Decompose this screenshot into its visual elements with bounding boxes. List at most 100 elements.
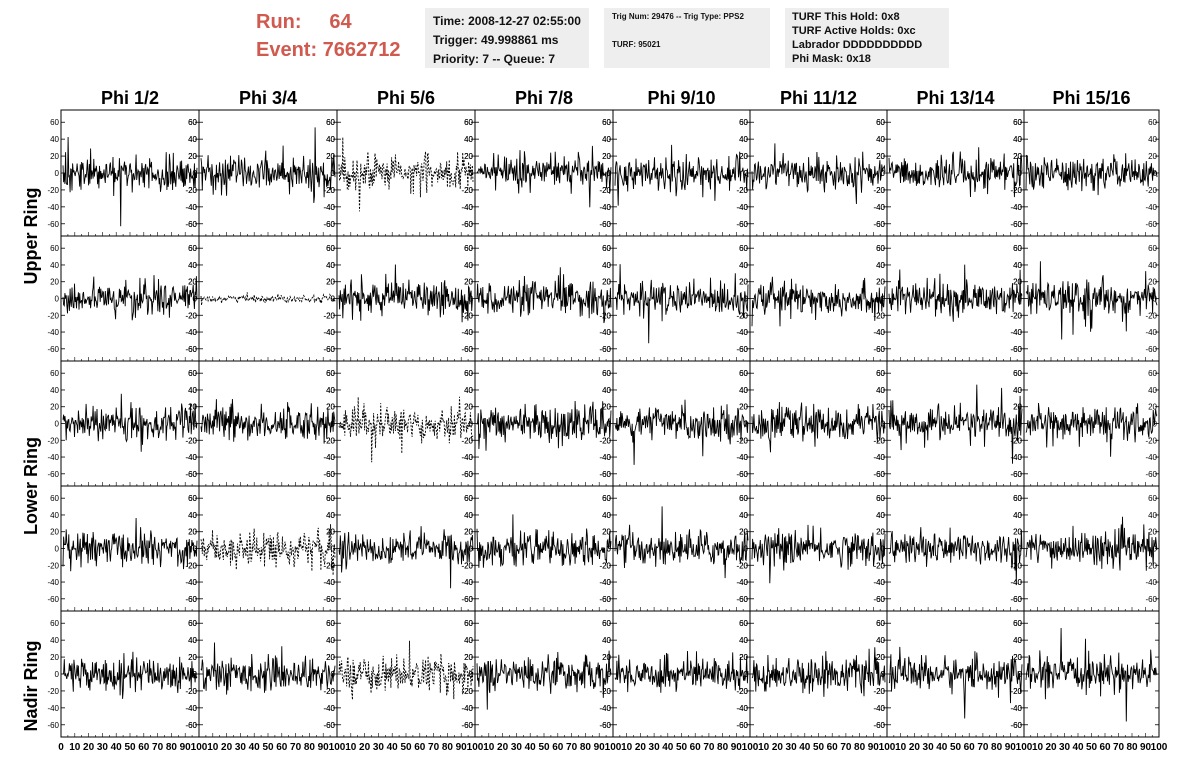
y-tick-label: -60 (1010, 220, 1022, 229)
waveform-trace (200, 127, 336, 203)
y-tick-label: 0 (607, 670, 612, 679)
y-tick-label: 60 (602, 494, 611, 503)
waveform-trace (614, 506, 749, 579)
y-tick-label: 60 (602, 118, 611, 127)
x-tick-label: 50 (950, 742, 962, 753)
y-tick-label: 20 (739, 278, 748, 287)
y-tick-label: -60 (323, 470, 335, 479)
y-tick-label: 40 (464, 135, 473, 144)
y-tick-label: 60 (1148, 118, 1157, 127)
priority-text: Priority: 7 -- Queue: 7 (433, 52, 556, 66)
x-tick-label: 40 (249, 742, 261, 753)
y-tick-label: 40 (50, 636, 59, 645)
y-tick-label: 0 (193, 545, 198, 554)
y-tick-label: -40 (323, 453, 335, 462)
x-tick-label: 10 (345, 742, 357, 753)
x-tick-label: 40 (111, 742, 123, 753)
waveform-trace (1025, 516, 1158, 571)
y-tick-label: 20 (739, 403, 748, 412)
waveform-panel: -60 -60 -40 -40 -20 -20 0 0 20 20 40 40 60 60 (185, 610, 338, 738)
y-tick-label: 60 (739, 619, 748, 628)
y-tick-label: -20 (1010, 561, 1022, 570)
waveform-panel: -60 -60 -40 -40 -20 -20 0 0 20 20 40 40 60 60 (461, 360, 614, 487)
x-tick-label: 20 (83, 742, 95, 753)
y-tick-label: -60 (461, 345, 473, 354)
y-tick-label: 60 (876, 369, 885, 378)
y-tick-label: -40 (736, 704, 748, 713)
y-tick-label: -60 (873, 595, 885, 604)
waveform-trace (476, 267, 612, 324)
y-tick-label: -40 (736, 578, 748, 587)
y-tick-label: 20 (464, 528, 473, 537)
y-tick-label: -40 (873, 578, 885, 587)
waveform-trace (476, 145, 612, 208)
x-tick-label: 40 (799, 742, 811, 753)
row-label: Nadir Ring (21, 640, 41, 731)
y-tick-label: -40 (323, 328, 335, 337)
y-tick-label: 40 (876, 511, 885, 520)
y-tick-label: -40 (185, 578, 197, 587)
x-tick-label: 100 (1151, 742, 1168, 753)
y-tick-label: 40 (464, 511, 473, 520)
y-tick-label: -60 (736, 470, 748, 479)
y-tick-label: 20 (1148, 403, 1157, 412)
x-tick-label: 90 (456, 742, 468, 753)
y-tick-label: -40 (185, 328, 197, 337)
y-tick-label: -60 (599, 220, 611, 229)
y-tick-label: -40 (736, 328, 748, 337)
y-tick-label: 0 (193, 545, 198, 554)
y-tick-label: -60 (323, 470, 335, 479)
y-tick-label: -60 (1145, 595, 1157, 604)
y-tick-label: -20 (873, 311, 885, 320)
y-tick-label: 0 (744, 295, 749, 304)
y-tick-label: -40 (736, 578, 748, 587)
waveform-trace (614, 399, 749, 465)
y-tick-label: 60 (1013, 369, 1022, 378)
x-tick-label: 30 (923, 742, 935, 753)
y-tick-label: -40 (185, 203, 197, 212)
waveform-panel: -60 -60 -40 -40 -20 -20 0 0 20 20 40 40 60 60 (873, 360, 1025, 487)
y-tick-label: -40 (47, 704, 59, 713)
panel-frame (198, 485, 338, 612)
x-tick-label: 10 (758, 742, 770, 753)
y-tick-label: 20 (739, 528, 748, 537)
y-tick-label: 60 (326, 619, 335, 628)
y-tick-label: 0 (881, 545, 886, 554)
y-tick-label: -60 (873, 721, 885, 730)
x-tick-label: 50 (400, 742, 412, 753)
y-tick-label: -20 (873, 561, 885, 570)
y-tick-label: 20 (464, 653, 473, 662)
waveform-panel: -60 -60 -40 -40 -20 -20 0 0 20 20 40 40 60 60 (599, 610, 751, 738)
y-tick-label: 60 (464, 494, 473, 503)
y-tick-label: 20 (876, 653, 885, 662)
run-event-header: Run: 64 Event: 7662712 (256, 8, 401, 64)
y-tick-label: -20 (736, 186, 748, 195)
y-tick-label: 40 (1013, 261, 1022, 270)
y-tick-label: 40 (326, 261, 335, 270)
waveform-trace (751, 524, 886, 584)
panel-frame (749, 360, 888, 487)
y-tick-label: -60 (185, 470, 197, 479)
waveform-panel: -60 -60 -40 -40 -20 -20 0 0 20 20 40 40 60 60 (599, 109, 751, 237)
y-tick-label: 40 (464, 636, 473, 645)
y-tick-label: -60 (736, 470, 748, 479)
y-tick-label: 40 (1013, 135, 1022, 144)
column-title: Phi 5/6 (377, 88, 435, 108)
y-tick-label: -20 (873, 687, 885, 696)
x-tick-label: 100 (742, 742, 759, 753)
y-tick-label: -60 (599, 595, 611, 604)
waveform-panel: -60 -60 -40 -40 -20 -20 0 0 20 20 40 40 60 60 (47, 235, 200, 362)
y-tick-label: 20 (188, 403, 197, 412)
x-tick-label: 50 (538, 742, 550, 753)
y-tick-label: 40 (188, 511, 197, 520)
y-tick-label: 60 (602, 619, 611, 628)
run-label: Run: 64 (256, 11, 352, 33)
y-tick-label: 20 (876, 278, 885, 287)
y-tick-label: -40 (1010, 328, 1022, 337)
y-tick-label: 40 (1148, 135, 1157, 144)
y-tick-label: 20 (464, 403, 473, 412)
x-tick-label: 40 (1072, 742, 1084, 753)
waveform-panel: -60 -60 -40 -40 -20 -20 0 0 20 20 40 40 60 60 (599, 360, 751, 487)
y-tick-label: -60 (873, 721, 885, 730)
y-tick-label: -60 (185, 220, 197, 229)
